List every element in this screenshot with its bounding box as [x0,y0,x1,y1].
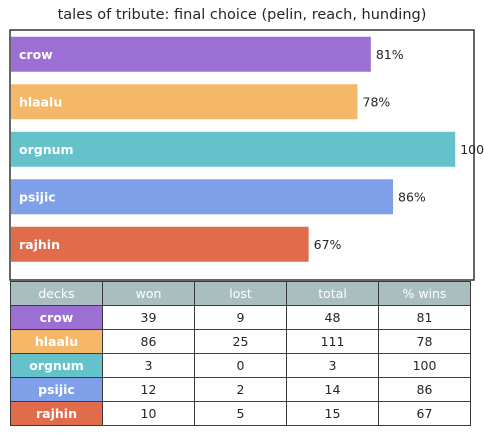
table-row: hlaalu 86 25 111 78 [10,329,471,354]
table-header-row: decks won lost total % wins [10,281,471,306]
table-row: rajhin 10 5 15 67 [10,401,471,426]
chart-title: tales of tribute: final choice (pelin, r… [57,7,427,23]
bar-category-label: crow [19,47,53,62]
table-row: crow 39 9 48 81 [10,305,471,330]
total-cell: 14 [286,377,379,402]
total-cell: 48 [286,305,379,330]
lost-cell: 25 [194,329,287,354]
bar-value-label: 86% [398,189,426,204]
table-row: orgnum 3 0 3 100 [10,353,471,378]
stats-table: decks won lost total % wins crow 39 9 48… [10,281,471,426]
deck-cell: rajhin [10,401,103,426]
pct-wins-cell: 78 [378,329,471,354]
bar-value-label: 67% [314,237,342,252]
bar-value-label: 78% [363,94,391,109]
bar-crow [11,36,371,72]
header-decks: decks [10,281,103,306]
bar-orgnum [11,131,456,167]
bar-chart: crow 81% hlaalu 78% orgnum 100% psijic 86% rajhi… [9,29,484,281]
total-cell: 111 [286,329,379,354]
deck-cell: crow [10,305,103,330]
deck-cell: orgnum [10,353,103,378]
total-cell: 3 [286,353,379,378]
won-cell: 12 [102,377,195,402]
lost-cell: 2 [194,377,287,402]
pct-wins-cell: 86 [378,377,471,402]
bar-rajhin [11,226,309,262]
lost-cell: 5 [194,401,287,426]
won-cell: 39 [102,305,195,330]
total-cell: 15 [286,401,379,426]
pct-wins-cell: 67 [378,401,471,426]
won-cell: 10 [102,401,195,426]
header-lost: lost [194,281,287,306]
bar-value-label: 81% [376,47,404,62]
plot-frame [9,29,475,281]
bar-category-label: hlaalu [19,94,62,109]
deck-cell: psijic [10,377,103,402]
bar-value-label: 100% [460,142,484,157]
deck-cell: hlaalu [10,329,103,354]
won-cell: 3 [102,353,195,378]
pct-wins-cell: 100 [378,353,471,378]
header-won: won [102,281,195,306]
won-cell: 86 [102,329,195,354]
header-pct-wins: % wins [378,281,471,306]
lost-cell: 0 [194,353,287,378]
bar-hlaalu [11,84,358,120]
bar-category-label: orgnum [19,142,74,157]
bar-category-label: rajhin [19,237,60,252]
pct-wins-cell: 81 [378,305,471,330]
lost-cell: 9 [194,305,287,330]
bar-group: crow 81% hlaalu 78% orgnum 100% psijic 86% rajhi… [11,36,484,262]
bar-category-label: psijic [19,189,56,204]
header-total: total [286,281,379,306]
bar-psijic [11,179,394,215]
table-row: psijic 12 2 14 86 [10,377,471,402]
